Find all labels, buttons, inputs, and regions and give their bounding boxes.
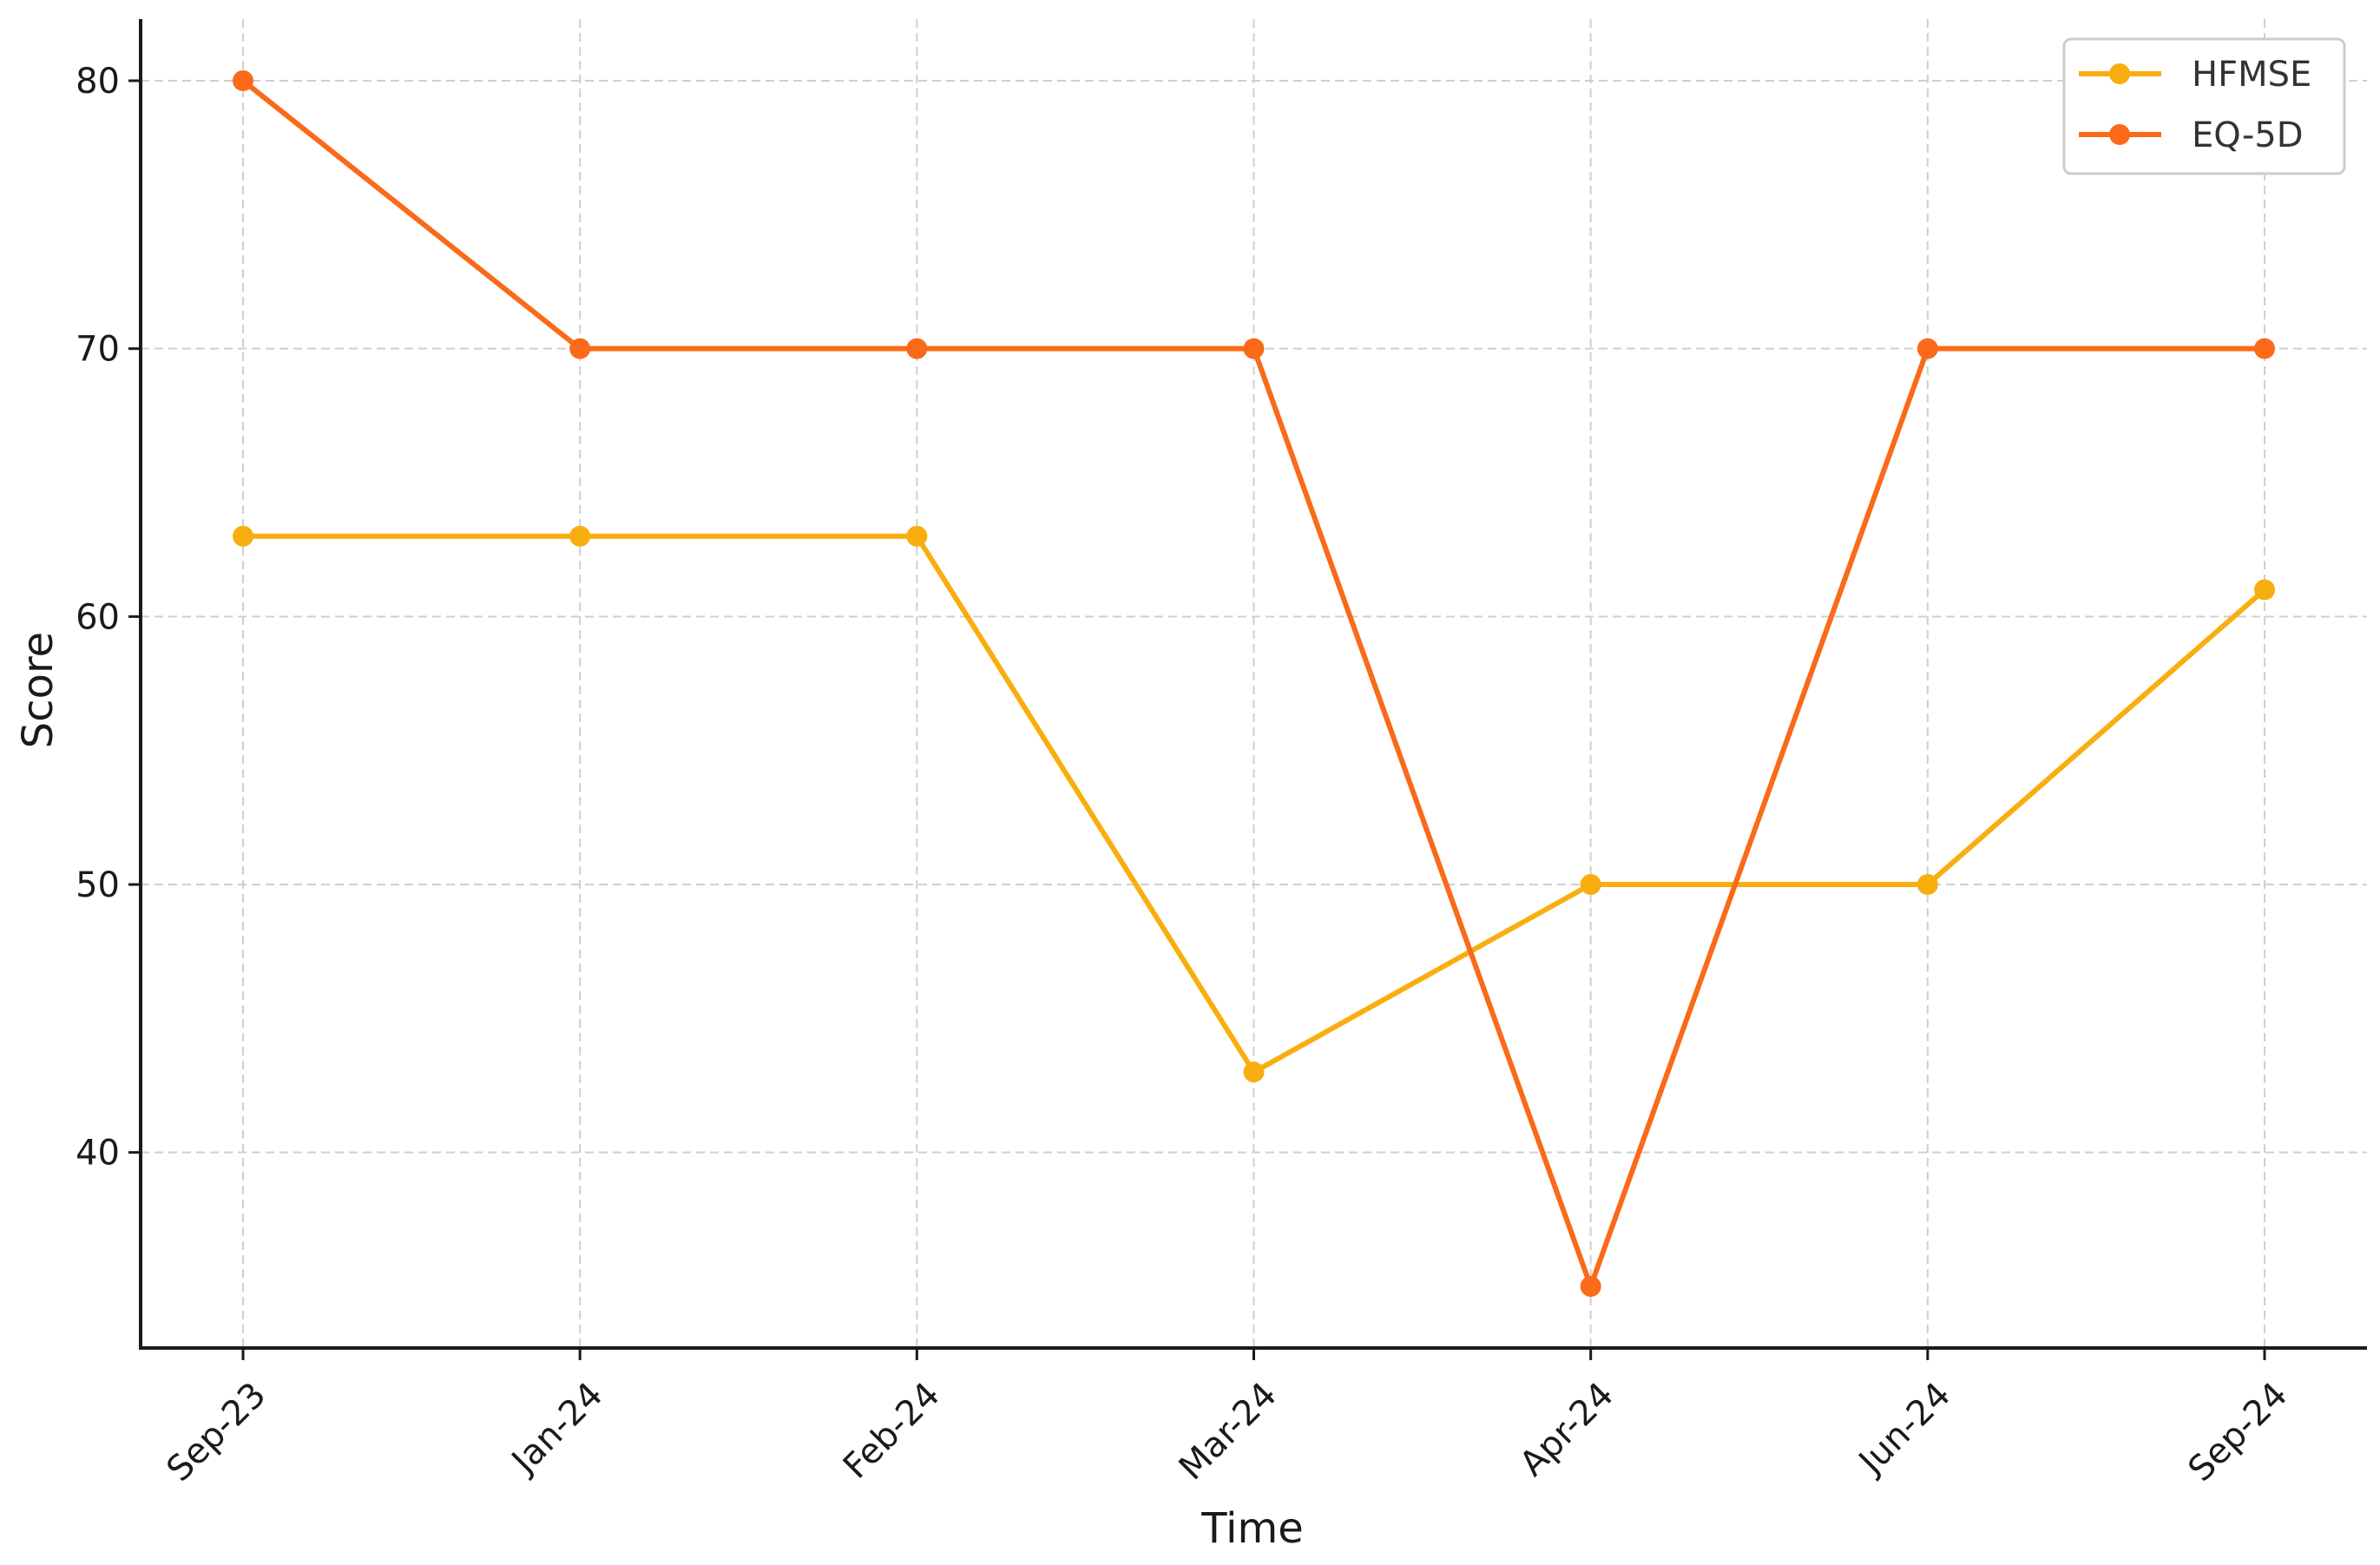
series-2 (233, 69, 2275, 1298)
data-point (1243, 1062, 1265, 1083)
x-axis-title: Time (1200, 1504, 1303, 1553)
legend-item: HFMSE (2079, 55, 2311, 95)
data-point (233, 69, 253, 91)
x-tick-label: Mar-24 (1172, 1375, 1285, 1488)
data-point (906, 525, 928, 547)
data-point (1916, 338, 1938, 359)
y-tick-label: 60 (76, 597, 120, 637)
x-tick-label: Jan-24 (503, 1375, 610, 1483)
y-tick-label: 70 (76, 330, 120, 370)
legend-label: HFMSE (2192, 55, 2311, 95)
data-point (1916, 874, 1938, 896)
data-point (1580, 1276, 1601, 1298)
legend-item: EQ-5D (2079, 115, 2304, 155)
data-point (1243, 338, 1265, 359)
x-tick-label: Apr-24 (1512, 1375, 1621, 1484)
legend: HFMSE EQ-5D (2062, 37, 2346, 175)
data-point (906, 338, 928, 359)
data-point (569, 338, 591, 359)
data-point (2254, 579, 2275, 601)
y-tick-label: 40 (76, 1134, 120, 1174)
grid-layer (141, 19, 2367, 1348)
y-tick-label: 80 (76, 62, 120, 102)
data-point (569, 525, 591, 547)
x-tick-layer: Sep-23 Jan-24 Feb-24 Mar-24 Apr-24 Jun-24 Sep-… (159, 1348, 2295, 1489)
y-axis-title: Score (14, 632, 62, 748)
series-layer (233, 69, 2275, 1298)
x-tick-label: Sep-24 (2180, 1375, 2295, 1489)
legend-swatch-marker (2109, 124, 2130, 145)
legend-swatch-marker (2109, 63, 2130, 84)
series-1 (233, 525, 2275, 1083)
x-tick-label: Jun-24 (1850, 1375, 1958, 1483)
data-point (233, 525, 253, 547)
y-tick-layer: 40 50 60 70 80 (76, 62, 141, 1174)
y-tick-label: 50 (76, 865, 120, 905)
x-tick-label: Sep-23 (159, 1375, 273, 1489)
data-point (2254, 338, 2275, 359)
legend-items: HFMSE EQ-5D (2079, 55, 2311, 155)
data-point (1580, 874, 1601, 896)
x-tick-label: Feb-24 (836, 1375, 948, 1487)
legend-label: EQ-5D (2192, 115, 2304, 155)
